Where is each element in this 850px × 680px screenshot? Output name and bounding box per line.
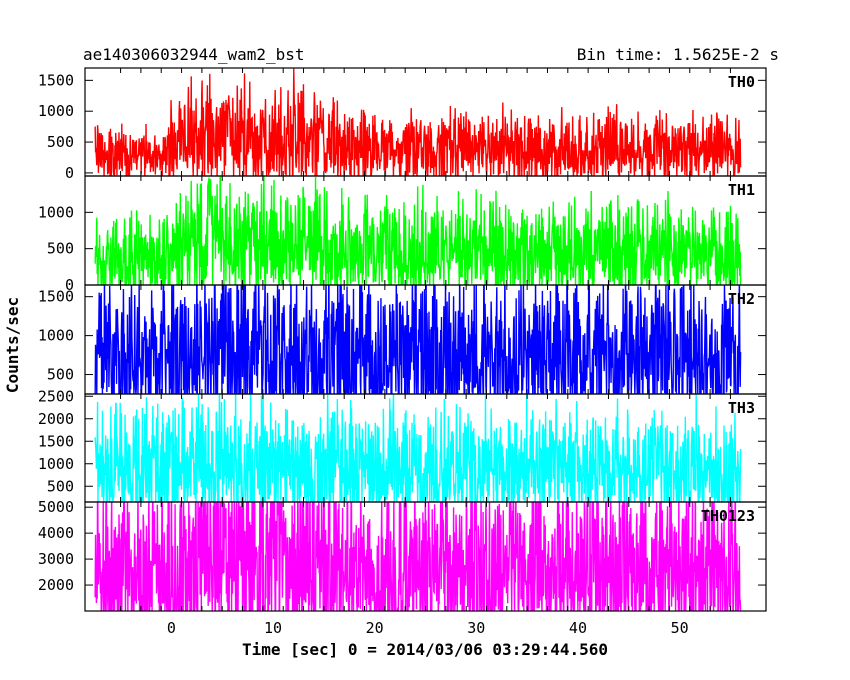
series-label: TH3 [728,399,755,417]
y-tick-label: 0 [65,164,74,182]
y-tick-label: 2000 [38,576,74,594]
series-th2 [94,285,742,394]
y-tick-label: 1500 [38,432,74,450]
x-tick-label: 40 [569,619,587,637]
y-tick-label: 5000 [38,498,74,516]
y-tick-label: 500 [47,133,74,151]
series-th3 [94,394,742,502]
y-tick-label: 1000 [38,455,74,473]
x-tick-label: 10 [264,619,282,637]
series-label: TH2 [728,290,755,308]
series-label: TH1 [728,181,755,199]
series-th1 [94,176,742,285]
bin-time-label: Bin time: 1.5625E-2 s [577,45,779,64]
panel-th0123: 2000 3000 4000 5000 TH0123 [38,498,767,612]
x-tick-label: 0 [167,619,176,637]
y-tick-label: 4000 [38,524,74,542]
panel-th1: 0 500 1000 TH1 [38,175,767,294]
y-tick-label: 500 [47,477,74,495]
x-axis-label: Time [sec] 0 = 2014/03/06 03:29:44.560 [242,640,608,659]
y-tick-label: 1500 [38,71,74,89]
series-th0123 [94,502,742,611]
y-tick-label: 0 [65,276,74,294]
y-tick-label: 3000 [38,550,74,568]
panel-th3: 500 1000 1500 2000 2500 TH3 [38,387,767,503]
y-tick-label: 2500 [38,387,74,405]
y-tick-label: 1000 [38,203,74,221]
panel-th0: 0 500 1000 1500 TH0 [38,67,767,182]
y-tick-label: 1500 [38,288,74,306]
y-axis-label: Counts/sec [3,297,22,393]
x-tick-label: 50 [671,619,689,637]
series-label: TH0 [728,73,755,91]
panel-th2: 500 1000 1500 TH2 [38,284,767,395]
y-tick-label: 500 [47,240,74,258]
y-tick-label: 1000 [38,102,74,120]
y-tick-label: 2000 [38,410,74,428]
series-th0 [94,68,742,176]
y-tick-label: 500 [47,366,74,384]
chart-title: ae140306032944_wam2_bst [83,45,305,64]
x-tick-label: 30 [467,619,485,637]
y-tick-label: 1000 [38,327,74,345]
series-label: TH0123 [701,507,755,525]
x-tick-label: 20 [366,619,384,637]
